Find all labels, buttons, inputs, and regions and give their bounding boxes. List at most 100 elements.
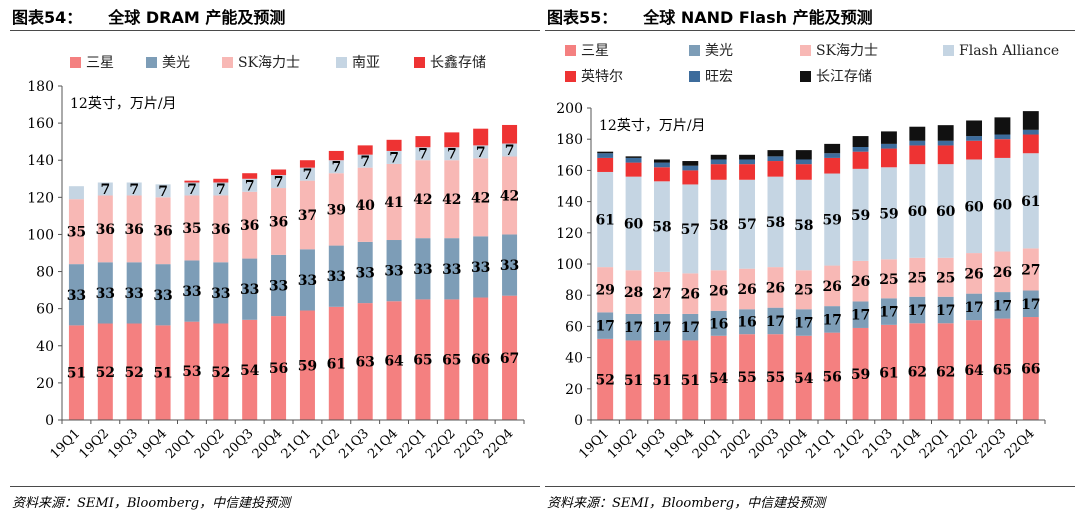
nand-data-label: 27 xyxy=(1021,262,1040,278)
dram-x-tick-label: 19Q1 xyxy=(48,426,84,462)
dram-bar-segment xyxy=(328,245,344,307)
nand-bar-segment xyxy=(1022,129,1039,135)
dram-y-tick-label: 40 xyxy=(36,339,54,355)
dram-legend-swatch xyxy=(414,57,425,68)
nand-legend-swatch xyxy=(689,71,700,82)
nand-y-tick-label: 0 xyxy=(574,413,583,429)
nand-source-note: 资料来源：SEMI，Bloomberg，中信建投预测 xyxy=(547,496,826,511)
dram-bar-segment xyxy=(415,147,431,161)
nand-bar-segment xyxy=(625,162,642,177)
nand-data-label: 55 xyxy=(737,370,756,386)
nand-bar-segment xyxy=(1022,134,1039,154)
nand-data-label: 60 xyxy=(908,204,928,220)
dram-bar-segment xyxy=(415,160,431,239)
nand-bar-segment xyxy=(710,179,727,271)
dram-bar-segment xyxy=(126,195,142,263)
nand-data-label: 26 xyxy=(709,284,728,300)
nand-bar-segment xyxy=(994,139,1011,158)
nand-bar-segment xyxy=(625,313,642,341)
dram-data-label: 52 xyxy=(124,365,143,381)
nand-data-label: 28 xyxy=(624,285,643,301)
dram-data-label: 33 xyxy=(96,286,115,302)
dram-bar-segment xyxy=(502,124,518,144)
dram-bar-segment xyxy=(155,197,171,265)
nand-legend-swatch xyxy=(565,45,576,56)
dram-bar-segment xyxy=(299,249,315,311)
dram-data-label: 33 xyxy=(355,265,374,281)
dram-bar-segment xyxy=(97,182,113,196)
dram-bar-segment xyxy=(473,128,489,146)
dram-data-label: 33 xyxy=(327,269,346,285)
nand-bar-segment xyxy=(966,136,983,141)
nand-data-label: 66 xyxy=(1021,362,1040,378)
dram-data-label: 37 xyxy=(298,208,317,224)
nand-bar-segment xyxy=(682,161,699,166)
nand-bar-segment xyxy=(909,296,926,324)
dram-y-tick-label: 0 xyxy=(45,413,54,429)
dram-data-label: 33 xyxy=(211,286,230,302)
dram-data-label: 7 xyxy=(447,147,457,163)
dram-bar-segment xyxy=(357,167,373,242)
dram-y-tick-label: 120 xyxy=(27,190,54,206)
nand-y-tick-label: 100 xyxy=(556,257,583,273)
nand-bar-segment xyxy=(937,257,954,297)
dram-x-tick-label: 20Q2 xyxy=(192,426,228,462)
dram-data-label: 33 xyxy=(384,264,403,280)
dram-bar-segment xyxy=(242,319,258,420)
nand-bar-segment xyxy=(852,327,869,420)
dram-bar-segment xyxy=(386,240,402,302)
nand-bar-segment xyxy=(597,153,614,158)
dram-x-tick-label: 20Q3 xyxy=(221,426,257,462)
nand-y-tick-label: 160 xyxy=(556,163,583,179)
dram-data-label: 56 xyxy=(269,361,288,377)
dram-bar-segment xyxy=(328,150,344,161)
dram-data-label: 33 xyxy=(182,284,201,300)
dram-data-label: 65 xyxy=(413,353,432,369)
dram-bar-segment xyxy=(473,145,489,159)
nand-bar-segment xyxy=(966,120,983,137)
nand-bar-segment xyxy=(852,136,869,147)
nand-bar-segment xyxy=(966,253,983,294)
dram-x-tick-label: 21Q2 xyxy=(307,426,343,462)
nand-data-label: 54 xyxy=(794,371,814,387)
dram-bar-segment xyxy=(213,195,229,263)
dram-x-tick-label: 20Q1 xyxy=(163,426,199,462)
nand-bar-segment xyxy=(824,143,841,154)
dram-x-tick-label: 20Q4 xyxy=(250,426,286,462)
dram-data-label: 7 xyxy=(274,175,284,191)
dram-data-label: 7 xyxy=(158,184,168,200)
nand-bar-segment xyxy=(653,271,670,314)
nand-bar-segment xyxy=(966,159,983,254)
nand-bar-segment xyxy=(682,165,699,171)
nand-data-label: 58 xyxy=(794,218,813,234)
nand-bar-segment xyxy=(767,156,784,162)
dram-title-text: 全球 DRAM 产能及预测 xyxy=(108,8,286,27)
nand-bar-segment xyxy=(682,313,699,341)
nand-bar-segment xyxy=(625,340,642,420)
dram-bar-segment xyxy=(184,260,200,322)
nand-data-label: 59 xyxy=(851,208,870,224)
dram-data-label: 33 xyxy=(153,288,172,304)
dram-data-label: 7 xyxy=(303,167,313,183)
dram-bar-segment xyxy=(271,175,287,189)
dram-bar-segment xyxy=(97,323,113,420)
nand-bar-segment xyxy=(795,179,812,271)
dram-data-label: 7 xyxy=(389,150,399,166)
dram-y-tick-label: 180 xyxy=(27,79,54,95)
dram-data-label: 7 xyxy=(129,182,139,198)
nand-bar-segment xyxy=(937,323,954,420)
dram-legend-swatch xyxy=(146,57,157,68)
dram-legend-label: 南亚 xyxy=(352,55,380,71)
dram-bar-segment xyxy=(68,325,84,420)
nand-data-label: 59 xyxy=(879,206,898,222)
nand-data-label: 17 xyxy=(964,300,983,316)
dram-data-label: 61 xyxy=(327,356,346,372)
nand-data-label: 17 xyxy=(993,298,1012,314)
dram-bar-segment xyxy=(126,323,142,420)
nand-bar-segment xyxy=(937,164,954,258)
nand-bar-segment xyxy=(653,181,670,272)
nand-bar-segment xyxy=(625,156,642,158)
nand-data-label: 65 xyxy=(993,362,1012,378)
nand-bar-segment xyxy=(625,157,642,163)
nand-x-tick-label: 19Q3 xyxy=(633,426,669,462)
